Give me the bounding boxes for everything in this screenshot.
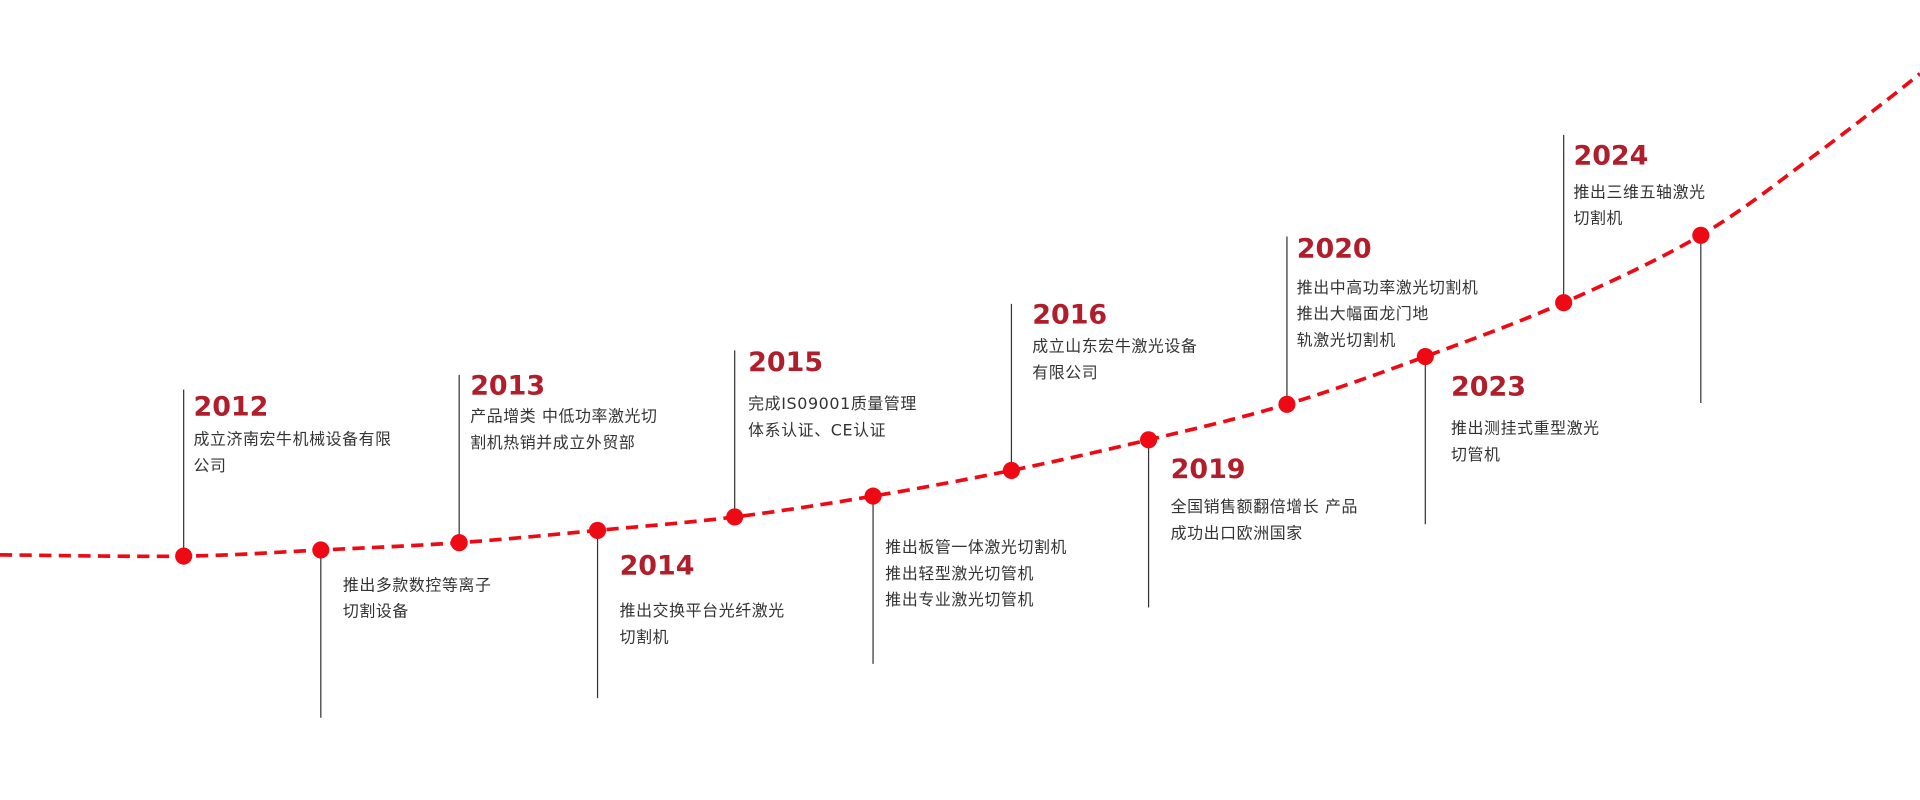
timeline-dot bbox=[864, 487, 882, 505]
timeline-dot bbox=[1002, 461, 1020, 479]
event-year: 2016 bbox=[1032, 299, 1107, 330]
timeline-dot bbox=[1555, 294, 1573, 312]
timeline-dot bbox=[312, 541, 330, 559]
event-year: 2024 bbox=[1573, 140, 1648, 171]
event-text: 切割设备 bbox=[343, 602, 409, 621]
event-text: 有限公司 bbox=[1032, 363, 1098, 382]
event-text: 推出板管一体激光切割机 bbox=[885, 537, 1067, 556]
event-year: 2014 bbox=[620, 550, 695, 581]
event-year: 2012 bbox=[193, 391, 268, 422]
event-text: 成功出口欧洲国家 bbox=[1171, 523, 1303, 542]
event-text: 完成IS09001质量管理 bbox=[748, 394, 917, 413]
event-text: 推出多款数控等离子 bbox=[343, 575, 492, 594]
event-year: 2023 bbox=[1451, 372, 1526, 403]
event-text: 成立山东宏牛激光设备 bbox=[1032, 337, 1197, 356]
timeline-dot bbox=[1416, 347, 1434, 366]
event-text: 推出轻型激光切管机 bbox=[885, 564, 1034, 583]
event-year: 2020 bbox=[1297, 233, 1372, 264]
event-text: 公司 bbox=[193, 456, 226, 475]
event-text: 推出测挂式重型激光 bbox=[1451, 419, 1600, 438]
timeline-dot bbox=[175, 547, 193, 565]
event-text: 推出交换平台光纤激光 bbox=[620, 601, 785, 620]
event-text: 推出中高功率激光切割机 bbox=[1297, 278, 1479, 297]
event-text: 切割机 bbox=[620, 627, 670, 646]
event-text: 推出三维五轴激光 bbox=[1573, 182, 1705, 201]
timeline-dot bbox=[588, 521, 607, 539]
event-year: 2019 bbox=[1171, 454, 1246, 485]
timeline-dot bbox=[1692, 226, 1710, 244]
event-text: 推出专业激光切管机 bbox=[885, 590, 1034, 609]
event-text: 成立济南宏牛机械设备有限 bbox=[193, 430, 391, 449]
event-text: 切割机 bbox=[1573, 209, 1623, 228]
timeline-dot bbox=[1140, 431, 1158, 449]
event-text: 推出大幅面龙门地 bbox=[1297, 304, 1429, 323]
event-year: 2013 bbox=[470, 370, 545, 401]
timeline-curve bbox=[0, 72, 1920, 559]
event-text: 体系认证、CE认证 bbox=[748, 421, 886, 440]
timeline-dot bbox=[726, 508, 744, 526]
event-year: 2015 bbox=[748, 347, 823, 378]
timeline-dot bbox=[450, 534, 468, 552]
timeline-dot bbox=[1278, 395, 1296, 413]
event-text: 全国销售额翻倍增长 产品 bbox=[1171, 497, 1358, 516]
event-text: 产品增类 中低功率激光切 bbox=[470, 406, 657, 425]
event-text: 轨激光切割机 bbox=[1297, 331, 1396, 350]
event-text: 切管机 bbox=[1451, 445, 1501, 464]
event-text: 割机热销并成立外贸部 bbox=[470, 433, 635, 452]
